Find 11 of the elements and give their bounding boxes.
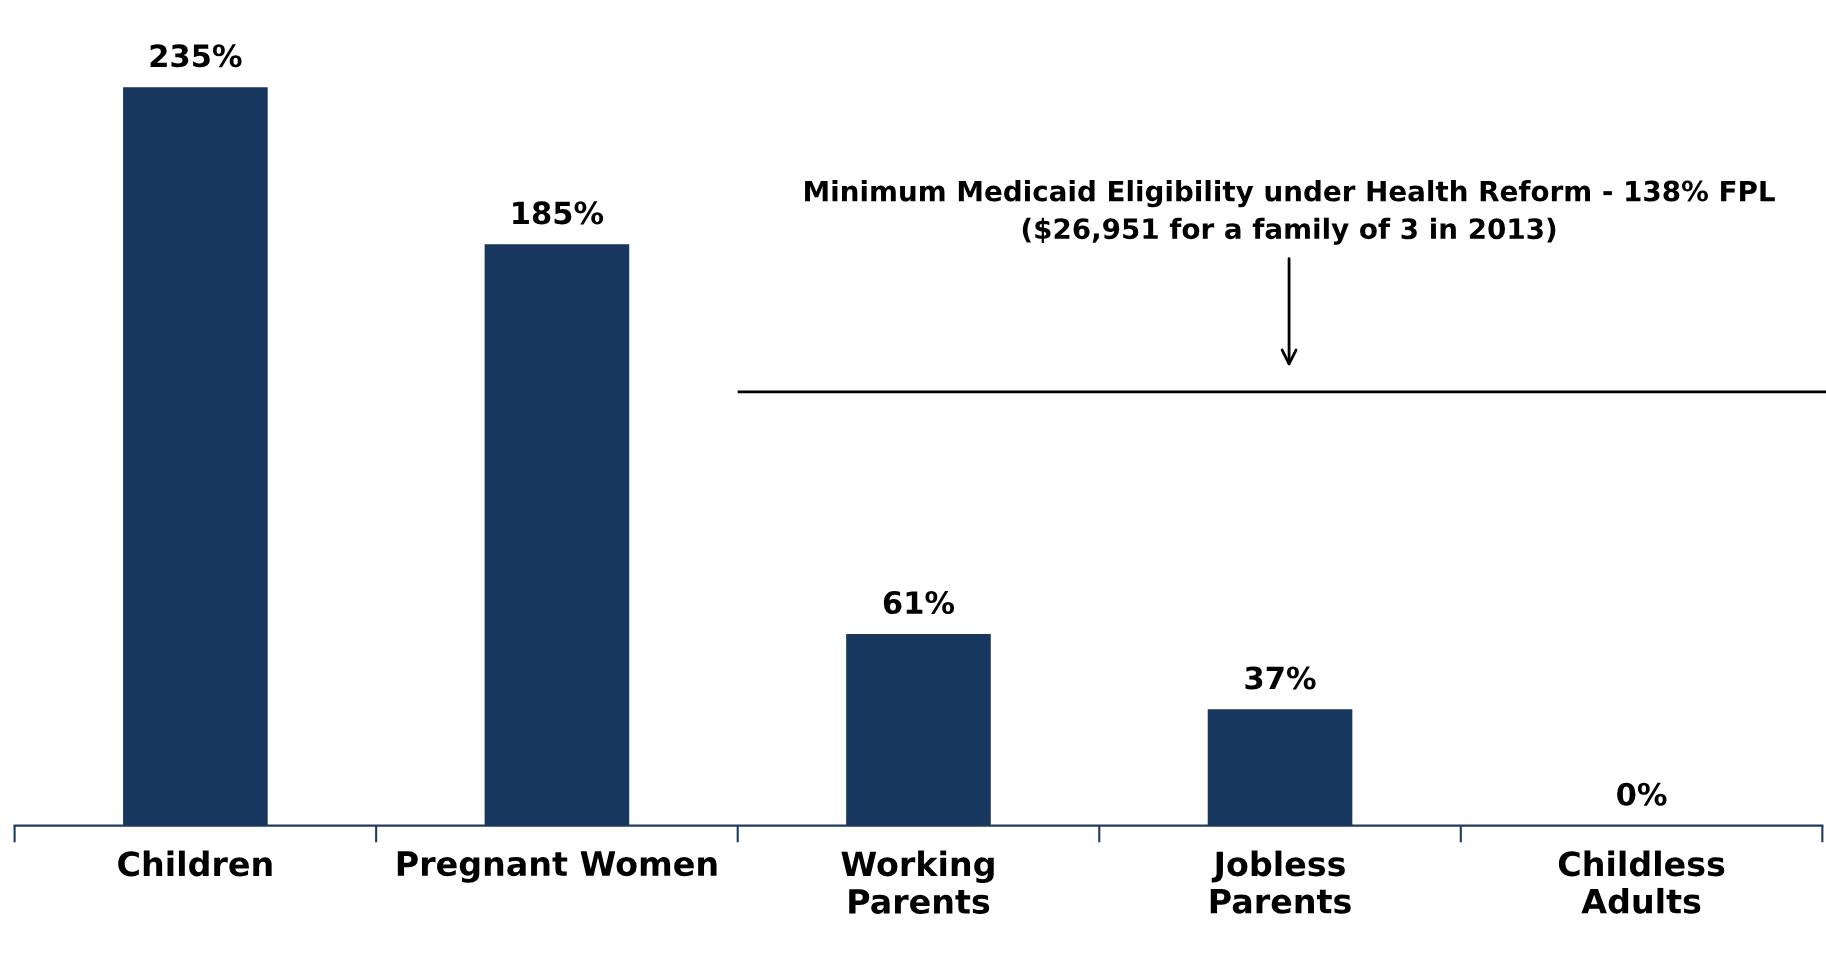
x-tick-label: Jobless Parents — [1210, 850, 1351, 914]
x-tick-label: Children — [118, 850, 272, 877]
data-label: 61% — [883, 590, 955, 615]
data-label: 235% — [150, 44, 242, 68]
x-tick-label: Childless Adults — [1558, 850, 1725, 914]
ref-line-label: Minimum Medicaid Eligibility under Health Reform - 138% FPL ($26,951 for a family of 3 in 2013) — [805, 180, 1775, 245]
data-label: 185% — [513, 201, 604, 225]
data-label: 0% — [1617, 782, 1667, 806]
data-label: 37% — [1245, 666, 1316, 690]
x-tick-label: Working Parents — [841, 850, 994, 914]
x-tick-label: Pregnant Women — [397, 851, 717, 883]
